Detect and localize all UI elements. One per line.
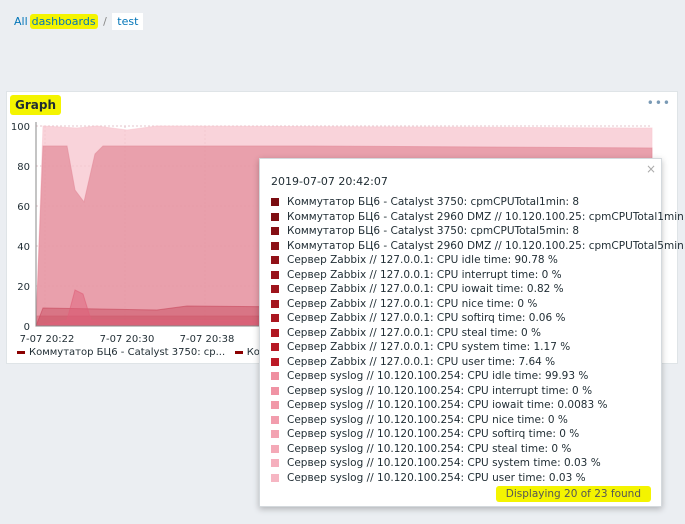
x-tick-label: 7-07 20:30 — [100, 334, 155, 345]
tooltip-timestamp: 2019-07-07 20:42:07 — [271, 175, 388, 188]
legend-swatch — [17, 350, 25, 354]
tooltip-item: Сервер Zabbix // 127.0.0.1: CPU steal ti… — [271, 326, 685, 341]
tooltip-item: Сервер Zabbix // 127.0.0.1: CPU nice tim… — [271, 297, 685, 312]
tooltip-footer: Displaying 20 of 23 found — [495, 486, 651, 502]
tooltip-item-label: Сервер Zabbix // 127.0.0.1: CPU user tim… — [287, 355, 556, 368]
tooltip-item: Коммутатор БЦ6 - Catalyst 2960 DMZ // 10… — [271, 210, 685, 225]
tooltip-item-label: Сервер syslog // 10.120.100.254: CPU int… — [287, 384, 593, 397]
series-color-swatch — [271, 473, 279, 482]
graph-tooltip: × 2019-07-07 20:42:07 Коммутатор БЦ6 - C… — [259, 158, 685, 507]
tooltip-item: Сервер syslog // 10.120.100.254: CPU nic… — [271, 413, 685, 428]
tooltip-item: Коммутатор БЦ6 - Catalyst 3750: cpmCPUTo… — [271, 195, 685, 210]
tooltip-item: Сервер syslog // 10.120.100.254: CPU sof… — [271, 427, 685, 442]
breadcrumb-current[interactable]: test — [112, 13, 144, 30]
breadcrumb-dashboards[interactable]: dashboards — [29, 14, 98, 29]
widget-title: Graph — [10, 95, 61, 115]
tooltip-item-label: Сервер Zabbix // 127.0.0.1: CPU interrup… — [287, 268, 562, 281]
breadcrumb-separator: / — [103, 15, 107, 28]
tooltip-item-label: Сервер syslog // 10.120.100.254: CPU idl… — [287, 370, 589, 382]
tooltip-item-label: Сервер Zabbix // 127.0.0.1: CPU system t… — [287, 341, 571, 353]
tooltip-item-label: Коммутатор БЦ6 - Catalyst 2960 DMZ // 10… — [287, 210, 685, 223]
series-color-swatch — [271, 328, 279, 337]
series-color-swatch — [271, 444, 279, 453]
y-tick-label: 40 — [17, 242, 30, 253]
series-color-swatch — [271, 314, 279, 322]
tooltip-item: Сервер syslog // 10.120.100.254: CPU ste… — [271, 442, 685, 457]
series-color-swatch — [271, 256, 279, 264]
tooltip-item: Сервер Zabbix // 127.0.0.1: CPU iowait t… — [271, 282, 685, 297]
tooltip-item-label: Сервер Zabbix // 127.0.0.1: CPU softirq … — [287, 312, 566, 324]
x-tick-label: 7-07 20:22 — [20, 334, 75, 345]
ellipsis-icon[interactable]: ••• — [646, 96, 671, 110]
series-color-swatch — [271, 415, 279, 424]
tooltip-item: Сервер Zabbix // 127.0.0.1: CPU idle tim… — [271, 253, 685, 268]
series-color-swatch — [271, 372, 279, 380]
series-color-swatch — [271, 227, 279, 235]
y-tick-label: 100 — [11, 122, 30, 133]
series-color-swatch — [271, 212, 279, 221]
tooltip-item: Сервер syslog // 10.120.100.254: CPU sys… — [271, 456, 685, 471]
series-color-swatch — [271, 386, 279, 395]
series-color-swatch — [271, 285, 279, 293]
tooltip-item: Коммутатор БЦ6 - Catalyst 2960 DMZ // 10… — [271, 239, 685, 254]
tooltip-item: Сервер syslog // 10.120.100.254: CPU int… — [271, 384, 685, 399]
series-color-swatch — [271, 343, 279, 351]
series-color-swatch — [271, 241, 279, 250]
tooltip-item: Сервер Zabbix // 127.0.0.1: CPU user tim… — [271, 355, 685, 370]
tooltip-item-label: Сервер Zabbix // 127.0.0.1: CPU steal ti… — [287, 326, 541, 339]
legend-item: Коммутатор БЦ6 - Catalyst 3750: cp... — [29, 347, 226, 358]
y-tick-label: 60 — [17, 202, 30, 213]
x-tick-label: 7-07 20:38 — [180, 334, 235, 345]
tooltip-item: Сервер syslog // 10.120.100.254: CPU use… — [271, 471, 685, 486]
series-color-swatch — [271, 401, 279, 409]
tooltip-item-label: Сервер Zabbix // 127.0.0.1: CPU idle tim… — [287, 254, 558, 266]
breadcrumb-all[interactable]: All — [14, 15, 28, 28]
tooltip-item: Сервер syslog // 10.120.100.254: CPU idl… — [271, 369, 685, 384]
tooltip-item-label: Сервер syslog // 10.120.100.254: CPU sof… — [287, 428, 580, 440]
series-color-swatch — [271, 198, 279, 206]
series-color-swatch — [271, 357, 279, 366]
tooltip-item: Сервер Zabbix // 127.0.0.1: CPU softirq … — [271, 311, 685, 326]
y-tick-label: 20 — [17, 282, 30, 293]
tooltip-item: Сервер syslog // 10.120.100.254: CPU iow… — [271, 398, 685, 413]
tooltip-item-label: Коммутатор БЦ6 - Catalyst 2960 DMZ // 10… — [287, 239, 685, 252]
chart-legend: Коммутатор БЦ6 - Catalyst 3750: cp... Ко… — [17, 347, 275, 358]
breadcrumb: All dashboards / test — [12, 13, 144, 30]
tooltip-item-label: Сервер syslog // 10.120.100.254: CPU ste… — [287, 442, 572, 455]
legend-swatch — [234, 350, 243, 354]
series-color-swatch — [271, 459, 279, 467]
tooltip-item: Сервер Zabbix // 127.0.0.1: CPU interrup… — [271, 268, 685, 283]
tooltip-item-label: Сервер syslog // 10.120.100.254: CPU nic… — [287, 413, 568, 426]
tooltip-item: Коммутатор БЦ6 - Catalyst 3750: cpmCPUTo… — [271, 224, 685, 239]
tooltip-items: Коммутатор БЦ6 - Catalyst 3750: cpmCPUTo… — [271, 195, 685, 485]
tooltip-item-label: Сервер syslog // 10.120.100.254: CPU sys… — [287, 457, 601, 469]
close-icon[interactable]: × — [645, 162, 656, 176]
series-color-swatch — [271, 430, 279, 438]
series-color-swatch — [271, 270, 279, 279]
tooltip-item-label: Сервер Zabbix // 127.0.0.1: CPU nice tim… — [287, 297, 538, 310]
series-color-swatch — [271, 299, 279, 308]
tooltip-item-label: Коммутатор БЦ6 - Catalyst 3750: cpmCPUTo… — [287, 225, 580, 237]
y-tick-label: 80 — [17, 162, 30, 173]
tooltip-item-label: Сервер syslog // 10.120.100.254: CPU iow… — [287, 399, 608, 411]
tooltip-item-label: Коммутатор БЦ6 - Catalyst 3750: cpmCPUTo… — [287, 196, 580, 208]
tooltip-item-label: Сервер Zabbix // 127.0.0.1: CPU iowait t… — [287, 283, 564, 295]
tooltip-item: Сервер Zabbix // 127.0.0.1: CPU system t… — [271, 340, 685, 355]
tooltip-item-label: Сервер syslog // 10.120.100.254: CPU use… — [287, 471, 586, 484]
y-tick-label: 0 — [24, 322, 30, 333]
